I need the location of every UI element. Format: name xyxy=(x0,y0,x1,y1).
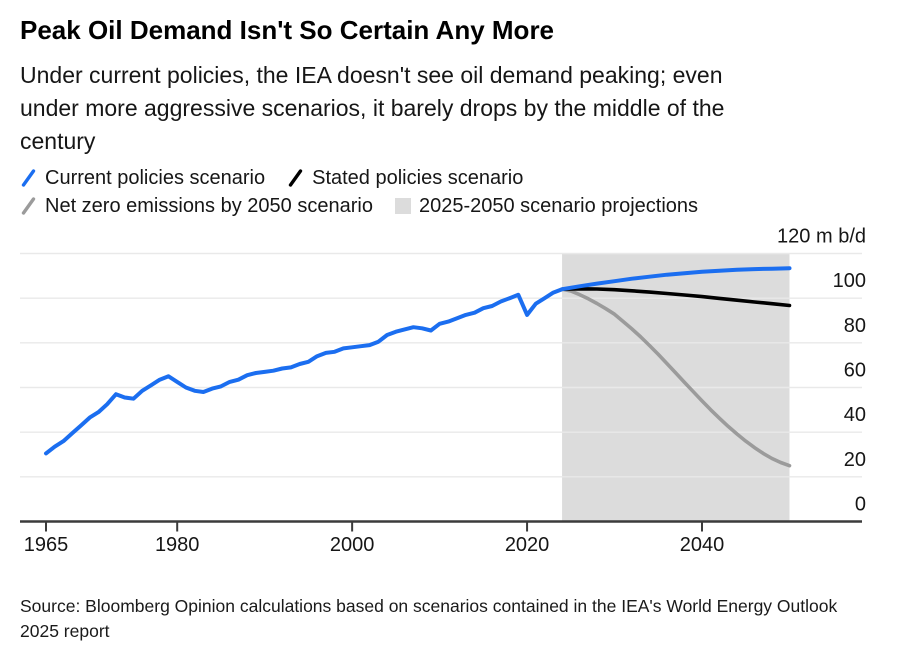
legend-label: Current policies scenario xyxy=(45,166,266,189)
y-tick-label: 40 xyxy=(844,404,866,426)
source-note: Source: Bloomberg Opinion calculations b… xyxy=(20,594,880,644)
x-tick-label: 2020 xyxy=(505,534,550,556)
series-stated-policies xyxy=(560,286,792,308)
legend-item-projection-band: 2025-2050 scenario projections xyxy=(394,194,699,218)
series-current-policies xyxy=(44,266,792,456)
legend-row: Current policies scenario Stated policie… xyxy=(20,164,880,192)
y-tick-label: 0 xyxy=(855,494,866,516)
y-tick-label: 20 xyxy=(844,449,866,471)
gray-line-swatch-icon xyxy=(21,197,36,215)
x-tick-label: 1980 xyxy=(155,534,200,556)
legend-label: Stated policies scenario xyxy=(312,166,524,189)
legend-label: 2025-2050 scenario projections xyxy=(418,194,699,217)
subtitle-line: Under current policies, the IEA doesn't … xyxy=(20,62,723,88)
x-tick-label: 1965 xyxy=(24,534,69,556)
subtitle-line: century xyxy=(20,128,96,154)
source-line: 2025 report xyxy=(20,621,110,641)
x-tick-label: 2040 xyxy=(680,534,725,556)
legend-item-net-zero: Net zero emissions by 2050 scenario xyxy=(20,195,373,218)
chart-subtitle: Under current policies, the IEA doesn't … xyxy=(20,59,870,158)
y-axis-unit-label: 120 m b/d xyxy=(777,225,866,247)
legend-item-stated-policies: Stated policies scenario xyxy=(287,167,523,190)
band-swatch-icon xyxy=(394,198,411,214)
page-title: Peak Oil Demand Isn't So Certain Any Mor… xyxy=(20,15,555,45)
subtitle-line: under more aggressive scenarios, it bare… xyxy=(20,95,725,121)
blue-line-swatch-icon xyxy=(21,169,36,187)
legend-label: Net zero emissions by 2050 scenario xyxy=(45,194,373,217)
series-net-zero-2050 xyxy=(560,287,792,468)
legend-item-current-policies: Current policies scenario xyxy=(20,167,265,190)
black-line-swatch-icon xyxy=(288,169,303,187)
y-tick-label: 80 xyxy=(844,315,866,337)
x-tick-label: 2000 xyxy=(330,534,375,556)
chart-legend: Current policies scenario Stated policie… xyxy=(20,164,880,220)
legend-row: Net zero emissions by 2050 scenario 2025… xyxy=(20,192,880,220)
y-tick-label: 60 xyxy=(844,359,866,381)
source-line: Source: Bloomberg Opinion calculations b… xyxy=(20,596,838,616)
y-tick-label: 100 xyxy=(833,270,866,292)
